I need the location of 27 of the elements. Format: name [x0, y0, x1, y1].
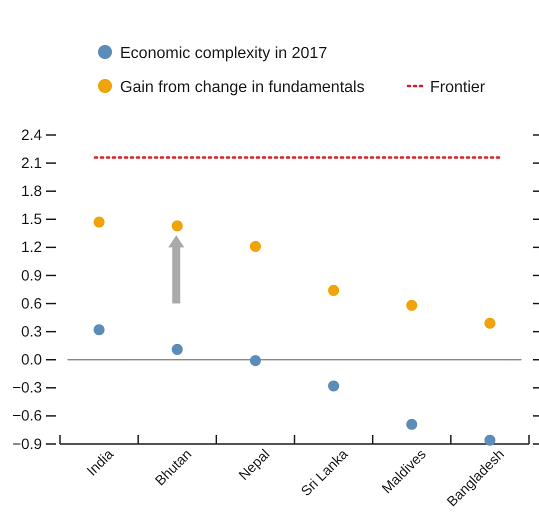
point: [172, 344, 183, 355]
point: [406, 418, 418, 430]
point: [94, 216, 105, 228]
point: [328, 284, 340, 296]
point: [406, 300, 418, 311]
y-tick-label: 0.3: [21, 323, 42, 340]
y-tick-label: −0.6: [12, 408, 42, 425]
y-tick-label: 0.0: [21, 352, 42, 369]
y-tick-label: −0.9: [12, 436, 42, 453]
point: [250, 240, 261, 252]
point: [250, 355, 261, 366]
legend-label: Frontier: [430, 79, 486, 96]
y-tick-label: −0.3: [12, 380, 42, 397]
y-tick-label: 0.6: [21, 295, 42, 312]
point: [484, 318, 496, 329]
y-tick-label: 1.5: [21, 211, 42, 228]
y-tick-label: 2.1: [21, 154, 42, 172]
y-tick-label: 1.8: [21, 182, 42, 200]
legend-label: Gain from change in fundamentals: [120, 79, 365, 96]
y-tick-label: 2.4: [21, 126, 42, 144]
point: [484, 434, 496, 446]
y-tick-label: 0.9: [21, 267, 42, 284]
legend-label: Economic complexity in 2017: [120, 45, 328, 62]
point: [172, 220, 183, 232]
point: [94, 324, 105, 336]
y-tick-label: 1.2: [21, 239, 42, 256]
point: [328, 380, 340, 392]
